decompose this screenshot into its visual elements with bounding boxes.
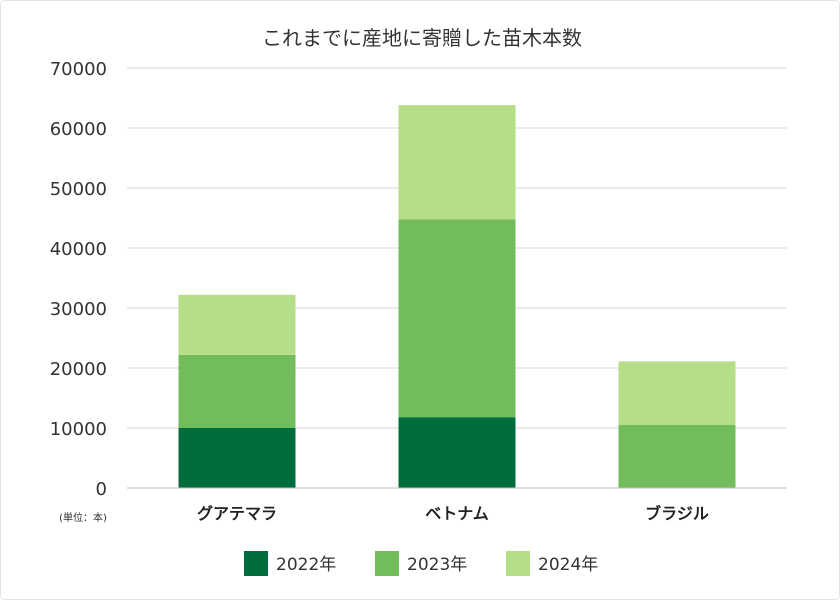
y-tick-label: 50000 <box>50 179 107 200</box>
legend-swatch <box>244 551 268 576</box>
y-tick-label: 40000 <box>50 239 107 260</box>
bar-segment <box>618 361 736 425</box>
x-category-label: グアテマラ <box>197 504 277 523</box>
bar-segment <box>178 354 296 428</box>
bar-segment <box>618 425 736 488</box>
legend-swatch <box>506 551 530 576</box>
y-tick-label: 20000 <box>50 359 107 380</box>
y-tick-label: 0 <box>96 479 107 500</box>
y-tick-label: 60000 <box>50 119 107 140</box>
x-axis-categories: グアテマラ ベトナム ブラジル <box>197 504 709 523</box>
legend-label: 2022年 <box>276 555 336 575</box>
y-tick-label: 30000 <box>50 299 107 320</box>
bar-segment <box>398 417 516 488</box>
legend: 2022年 2023年 2024年 <box>244 551 598 576</box>
chart-title: これまでに産地に寄贈した苗木本数 <box>262 26 582 50</box>
legend-label: 2024年 <box>538 555 598 575</box>
y-tick-label: 70000 <box>50 59 107 80</box>
legend-swatch <box>375 551 399 576</box>
bar-segment <box>398 105 516 220</box>
unit-label: (単位：本) <box>59 511 107 524</box>
y-axis-ticks: 0 10000 20000 30000 40000 50000 60000 70000 <box>50 59 107 500</box>
bar-segment <box>398 219 516 418</box>
x-category-label: ブラジル <box>645 504 709 523</box>
x-category-label: ベトナム <box>425 504 489 523</box>
legend-label: 2023年 <box>407 555 467 575</box>
y-tick-label: 10000 <box>50 419 107 440</box>
bars <box>178 105 736 488</box>
bar-segment <box>178 294 296 355</box>
bar-segment <box>178 428 296 488</box>
